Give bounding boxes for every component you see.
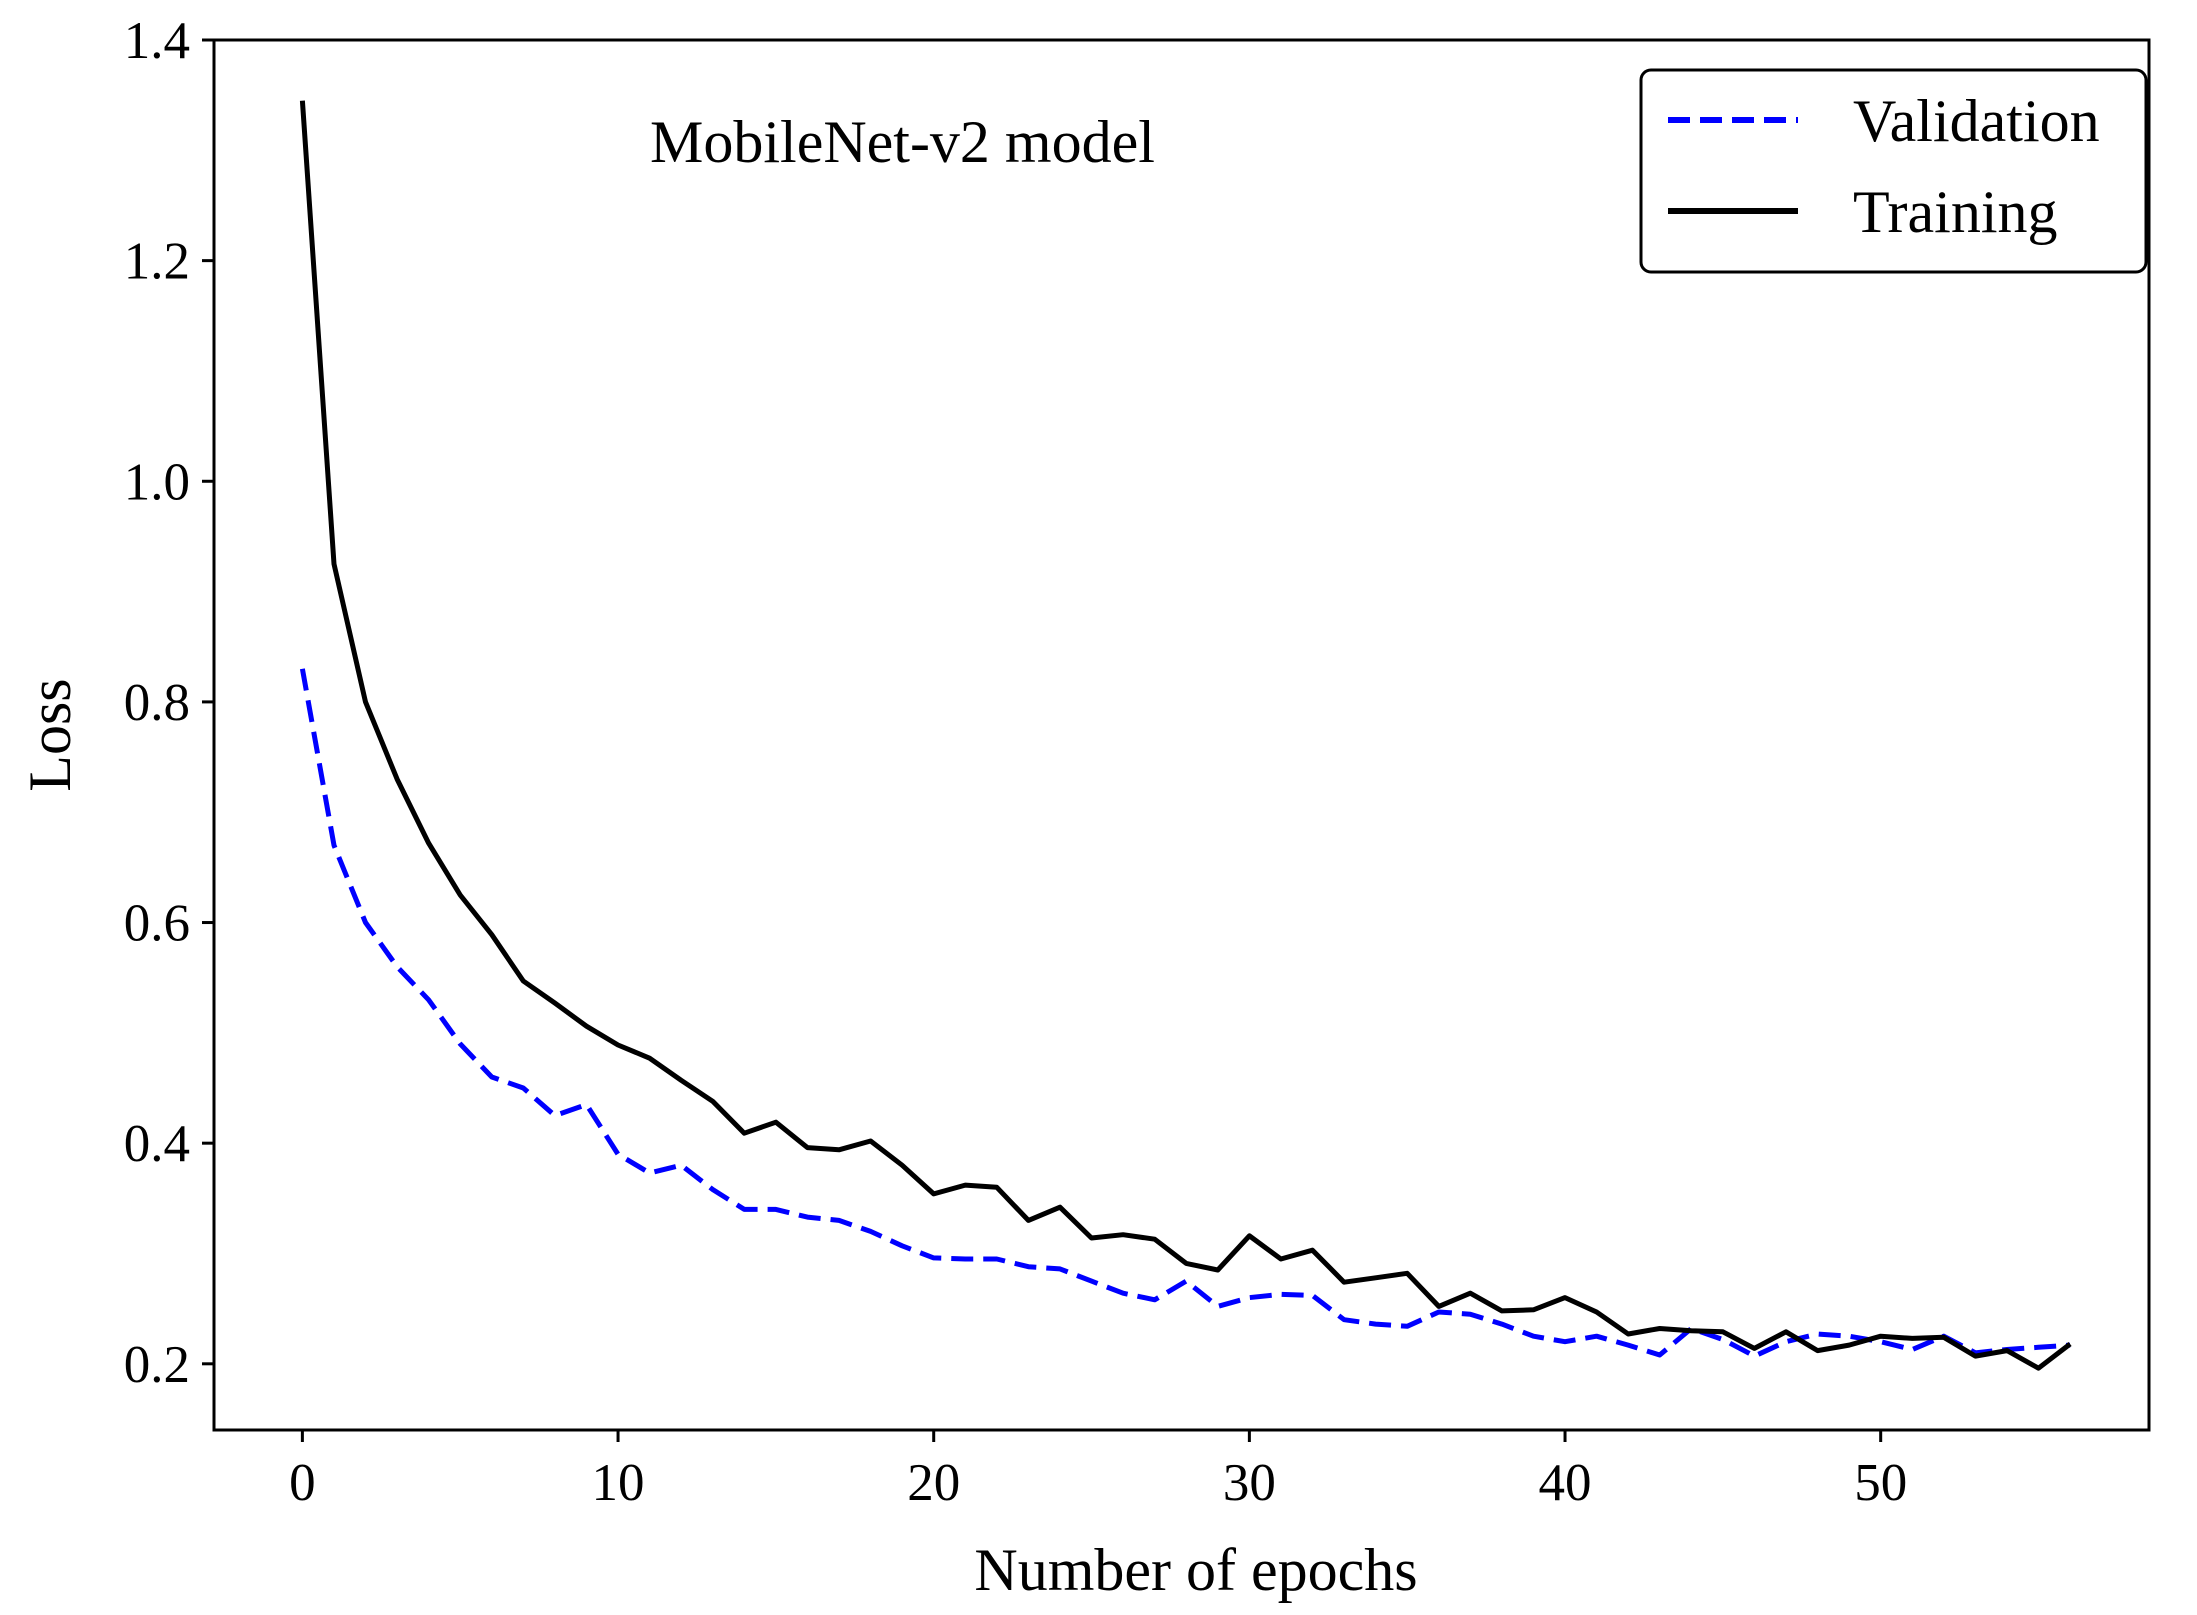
x-axis-label: Number of epochs [974, 1537, 1417, 1603]
model-annotation: MobileNet-v2 model [650, 109, 1155, 175]
y-tick-label: 1.4 [124, 12, 190, 70]
series-layer [299, 100, 2072, 1371]
x-tick-label: 30 [1223, 1454, 1276, 1512]
y-tick-label: 0.8 [124, 674, 190, 732]
y-tick-label: 0.2 [124, 1336, 190, 1394]
y-axis-label: Loss [17, 678, 83, 791]
ticks-layer: 0 10 20 30 40 50 0.2 0.4 0.6 0.8 1.0 1.2 1.4 [124, 12, 1907, 1512]
y-tick-label: 0.4 [124, 1115, 190, 1173]
legend: Validation Training [1639, 68, 2148, 274]
series-line-training [299, 100, 2072, 1371]
x-tick-label: 20 [907, 1454, 960, 1512]
x-tick-label: 10 [592, 1454, 645, 1512]
legend-label-training: Training [1853, 179, 2058, 245]
x-tick-label: 50 [1854, 1454, 1907, 1512]
y-tick-label: 0.6 [124, 895, 190, 953]
x-tick-label: 40 [1539, 1454, 1592, 1512]
plot-frame [212, 38, 2151, 1432]
y-tick-label: 1.2 [124, 233, 190, 291]
y-tick-label: 1.0 [124, 453, 190, 511]
legend-label-validation: Validation [1853, 88, 2100, 154]
x-tick-label: 0 [289, 1454, 316, 1512]
series-line-validation [299, 668, 2071, 1359]
